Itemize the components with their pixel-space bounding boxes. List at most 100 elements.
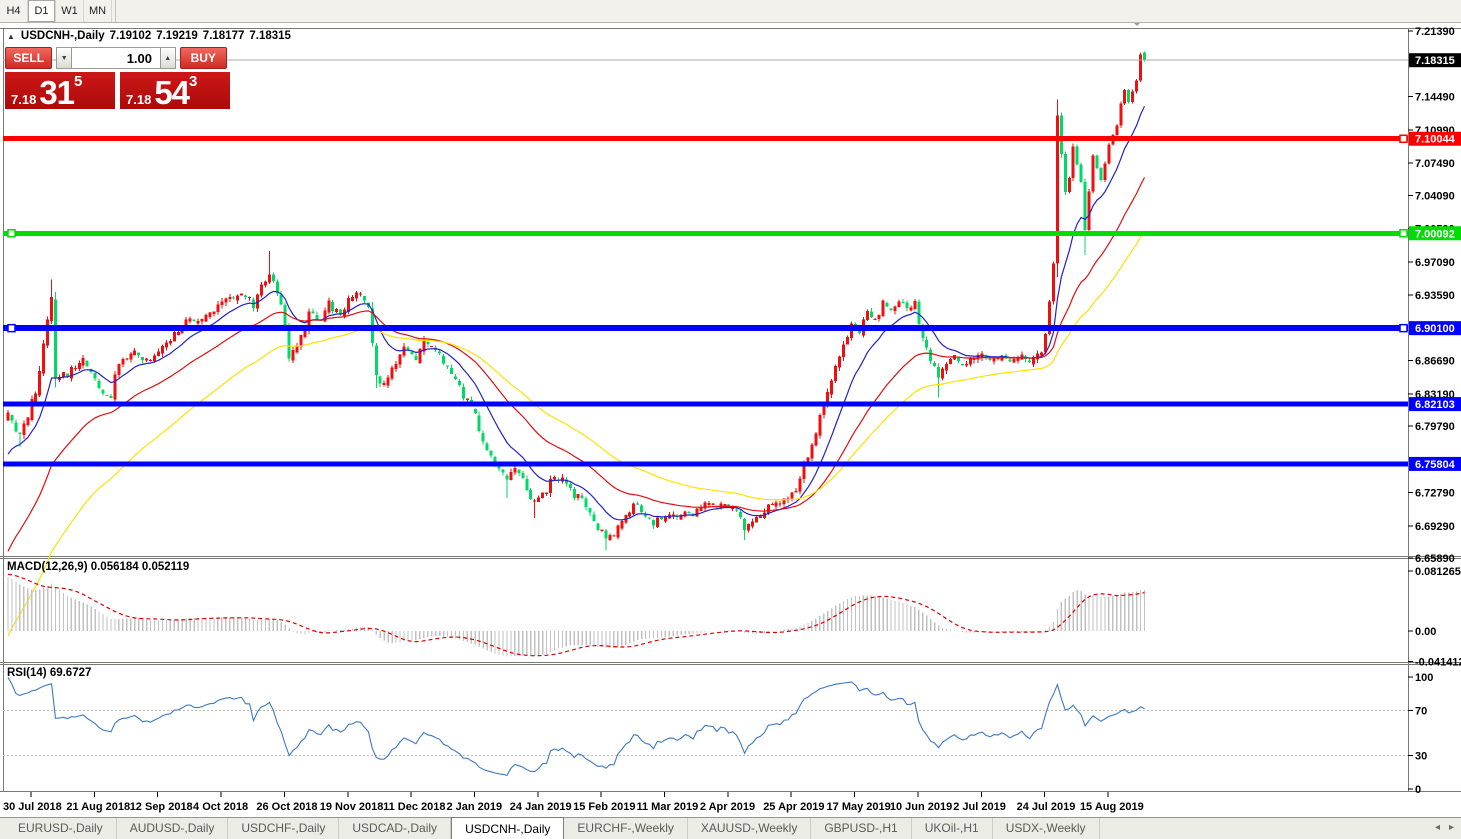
date-axis: 30 Jul 2018 21 Aug 2018 12 Sep 2018 4 Oct 2… [3,792,1144,813]
ohlc-close: 7.18315 [249,30,291,42]
rsi-indicator-label: RSI(14) 69.6727 [7,667,92,679]
svg-text:21 Aug 2018: 21 Aug 2018 [66,801,130,813]
volume-increase-button[interactable]: ▲ [160,47,176,69]
timeframe-button-d1[interactable]: D1 [28,0,56,22]
macd-histogram [7,576,1146,657]
chart-tab-usdxweekly[interactable]: USDX-,Weekly [993,818,1100,839]
svg-text:6.86690: 6.86690 [1415,356,1455,368]
tab-scroll-left-icon[interactable]: ◂ [1434,822,1440,833]
svg-text:6.97090: 6.97090 [1415,257,1455,269]
svg-text:17 May 2019: 17 May 2019 [827,801,891,813]
svg-text:0.00: 0.00 [1415,626,1436,638]
svg-text:12 Sep 2018: 12 Sep 2018 [130,801,193,813]
svg-text:24 Jan 2019: 24 Jan 2019 [510,801,572,813]
svg-text:24 Jul 2019: 24 Jul 2019 [1017,801,1076,813]
hline-handle [1399,134,1408,143]
svg-text:7.18315: 7.18315 [1415,55,1455,67]
chart-tab-usdcnhdaily[interactable]: USDCNH-,Daily [451,817,565,839]
collapse-panel-icon[interactable]: ▲ [7,31,15,41]
svg-text:4 Oct 2018: 4 Oct 2018 [193,801,248,813]
sell-price-main: 31 [39,73,75,111]
chart-tab-audusddaily[interactable]: AUDUSD-,Daily [117,818,229,839]
buy-price-pip: 3 [189,73,198,90]
toolbar-separator [112,0,116,22]
timeframe-button-w1[interactable]: W1 [56,0,84,22]
buy-price-prefix: 7.18 [126,92,152,107]
chart-tab-eurusddaily[interactable]: EURUSD-,Daily [5,818,117,839]
ma-line-medium [7,177,1146,552]
svg-text:30: 30 [1415,750,1427,762]
svg-text:7.04090: 7.04090 [1415,190,1455,202]
svg-text:7.10044: 7.10044 [1415,134,1456,146]
svg-text:7.07490: 7.07490 [1415,158,1455,170]
svg-text:6.75804: 6.75804 [1415,459,1456,471]
buy-price-display[interactable]: 7.18 54 3 [120,72,230,109]
svg-text:6.72790: 6.72790 [1415,488,1455,500]
svg-text:26 Oct 2018: 26 Oct 2018 [256,801,317,813]
timeframe-toolbar: H4 D1 W1 MN [0,0,1461,23]
chart-tab-xauusdweekly[interactable]: XAUUSD-,Weekly [688,818,812,839]
chart-tab-gbpusdh1[interactable]: GBPUSD-,H1 [811,818,912,839]
chart-tab-list: EURUSD-,Daily AUDUSD-,Daily USDCHF-,Daily U… [0,817,1100,839]
svg-text:100: 100 [1415,672,1433,684]
svg-text:11 Dec 2018: 11 Dec 2018 [383,801,445,813]
svg-text:2 Jan 2019: 2 Jan 2019 [446,801,502,813]
svg-text:11 Mar 2019: 11 Mar 2019 [637,801,699,813]
timeframe-button-h4[interactable]: H4 [0,0,28,22]
price-axis: 7.213907.144907.109907.074907.040907.005… [1408,26,1461,565]
chart-tab-usdchfdaily[interactable]: USDCHF-,Daily [228,818,340,839]
rsi-line [7,677,1145,777]
chart-title-row: ▲ USDCNH-,Daily 7.19102 7.19219 7.18177 … [5,29,317,43]
svg-text:15 Feb 2019: 15 Feb 2019 [573,801,635,813]
svg-text:2 Jul 2019: 2 Jul 2019 [953,801,1006,813]
macd-indicator-label: MACD(12,26,9) 0.056184 0.052119 [7,561,190,573]
tab-scroll-arrows: ◂ ▸ [1435,822,1454,833]
volume-input[interactable] [72,47,160,69]
tab-scroll-right-icon[interactable]: ▸ [1448,822,1454,833]
svg-text:2 Apr 2019: 2 Apr 2019 [700,801,755,813]
sell-button[interactable]: SELL [5,47,53,69]
svg-text:25 Apr 2019: 25 Apr 2019 [763,801,824,813]
svg-text:7.21390: 7.21390 [1415,26,1455,38]
ohlc-high: 7.19219 [156,30,198,42]
bid-ask-display-row: 7.18 31 5 7.18 54 3 [5,72,317,109]
hline-handle [7,323,16,333]
macd-signal-line [7,573,1145,657]
svg-text:6.90100: 6.90100 [1415,323,1455,335]
svg-text:7.14490: 7.14490 [1415,92,1455,104]
buy-price-main: 54 [154,73,190,111]
one-click-trading-panel: ▲ USDCNH-,Daily 7.19102 7.19219 7.18177 … [5,29,317,109]
svg-text:30 Jul 2018: 30 Jul 2018 [3,801,62,813]
chart-tab-ukoilh1[interactable]: UKOil-,H1 [912,818,993,839]
svg-text:-0.041412: -0.041412 [1415,657,1461,669]
buy-button[interactable]: BUY [179,47,227,69]
svg-text:6.93590: 6.93590 [1415,290,1455,302]
hline-handle [7,229,16,238]
sell-price-display[interactable]: 7.18 31 5 [5,72,115,109]
order-controls-row: SELL ▼ ▲ BUY [5,47,227,69]
ohlc-low: 7.18177 [202,30,245,42]
ohlc-open: 7.19102 [109,30,152,42]
svg-text:0.081265: 0.081265 [1415,566,1461,578]
svg-text:6.82103: 6.82103 [1415,399,1455,411]
svg-text:6.79790: 6.79790 [1415,421,1455,433]
volume-decrease-button[interactable]: ▼ [56,47,72,69]
sell-price-pip: 5 [74,73,83,90]
sell-price-prefix: 7.18 [11,92,37,107]
svg-text:19 Nov 2018: 19 Nov 2018 [320,801,384,813]
svg-text:70: 70 [1415,706,1427,718]
symbol-timeframe-label: USDCNH-,Daily [20,30,105,42]
chart-tabs-bar: EURUSD-,Daily AUDUSD-,Daily USDCHF-,Daily U… [0,817,1461,839]
chart-tab-eurchfweekly[interactable]: EURCHF-,Weekly [564,818,688,839]
svg-text:6.69290: 6.69290 [1415,521,1455,533]
timeframe-button-mn[interactable]: MN [84,0,112,22]
svg-text:6.65890: 6.65890 [1415,553,1455,565]
chart-tab-usdcaddaily[interactable]: USDCAD-,Daily [339,818,452,839]
svg-text:7.00092: 7.00092 [1415,228,1455,240]
ma-line-fast [7,105,1146,521]
hline-handle [1399,323,1408,333]
svg-text:10 Jun 2019: 10 Jun 2019 [890,801,952,813]
hline-handle [1399,229,1408,238]
